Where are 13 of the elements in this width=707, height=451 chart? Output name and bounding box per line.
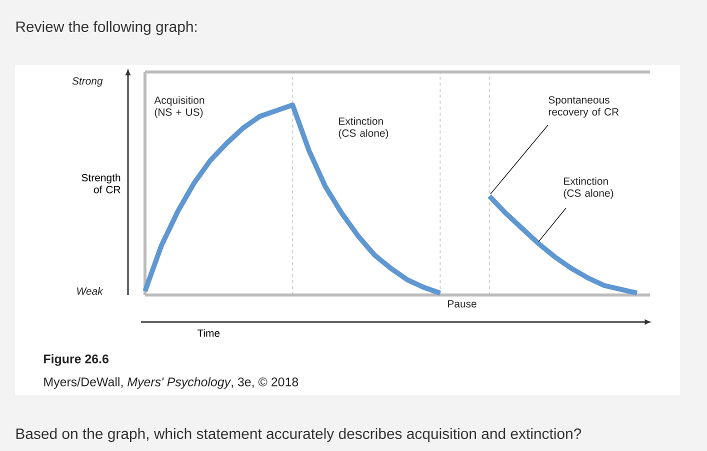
text: Pause	[448, 300, 476, 308]
annotation: Extinction (CS alone)	[564, 177, 614, 199]
text: Myers/DeWall, Myers' Psychology, 3e, © 2018	[44, 377, 298, 389]
x-axis-title: Time	[197, 329, 220, 337]
annotation: Acquisition (NS + US)	[154, 96, 204, 118]
text: Based on the graph, which statement accurately describes acquisition and extinction?	[16, 428, 582, 442]
annotation: Extinction (CS alone)	[338, 117, 388, 139]
chart-title: Review the following graph:	[16, 21, 197, 35]
caption: Figure 26.6	[44, 354, 108, 366]
y-axis-title: Strength of CR	[82, 174, 120, 194]
annotation: Spontaneous recovery of CR	[548, 96, 619, 118]
text: Strong	[72, 77, 103, 87]
text: Weak	[77, 287, 104, 295]
